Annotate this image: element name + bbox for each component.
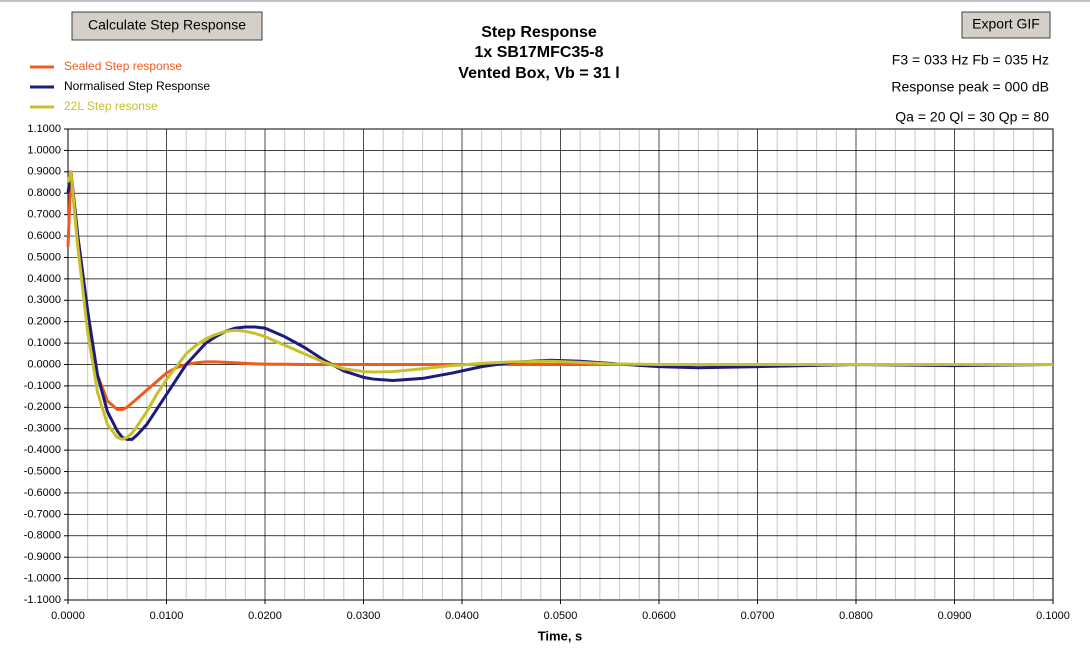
y-tick-label: -1.1000 [24,594,61,606]
x-tick-label: 0.0100 [150,610,184,622]
series-line [66,170,1053,411]
x-tick-label: 0.0200 [248,610,282,622]
y-tick-label: -0.9000 [24,551,61,563]
x-tick-label: 0.0400 [445,610,479,622]
export-button[interactable]: Export GIF [961,11,1051,39]
y-tick-label: -0.5000 [24,465,61,477]
button-face[interactable] [961,11,1051,39]
x-tick-label: 0.0600 [642,610,676,622]
calculate-button[interactable]: Calculate Step Response [71,11,263,41]
y-tick-label: -0.1000 [24,380,61,392]
info-text: Qa = 20 Ql = 30 Qp = 80 [895,109,1049,125]
button-label[interactable]: Calculate Step Response [88,17,246,33]
x-tick-label: 0.0800 [839,610,873,622]
x-tick-label: 0.0000 [51,610,85,622]
y-tick-label: -0.6000 [24,487,61,499]
y-tick-label: -0.8000 [24,530,61,542]
y-tick-label: 0.5000 [27,251,61,263]
y-tick-label: 1.1000 [27,123,61,135]
y-tick-label: -1.0000 [24,572,61,584]
y-tick-label: 0.6000 [27,230,61,242]
chart-subtitle: Vented Box, Vb = 31 l [458,65,619,82]
y-tick-label: -0.2000 [24,401,61,413]
info-text: Response peak = 000 dB [891,79,1049,95]
y-tick-label: 0.2000 [27,316,61,328]
x-tick-label: 0.1000 [1036,610,1070,622]
chart-subtitle: 1x SB17MFC35-8 [475,44,604,61]
y-tick-label: 0.8000 [27,187,61,199]
x-axis-label: Time, s [538,628,583,643]
y-tick-label: 0.7000 [27,209,61,221]
y-tick-label: -0.4000 [24,444,61,456]
legend-label: Sealed Step response [64,59,182,73]
y-tick-label: -0.3000 [24,423,61,435]
info-text: F3 = 033 Hz Fb = 035 Hz [892,52,1049,68]
button-label[interactable]: Export GIF [972,16,1040,32]
y-tick-label: 0.0000 [27,358,61,370]
button-face[interactable] [71,11,263,41]
y-tick-label: 0.1000 [27,337,61,349]
y-tick-label: 0.4000 [27,273,61,285]
legend-label: Normalised Step Response [64,79,210,93]
y-tick-label: 1.0000 [27,144,61,156]
x-tick-label: 0.0300 [347,610,381,622]
chart-title: Step Response [481,24,597,41]
y-tick-label: 0.9000 [27,166,61,178]
x-tick-label: 0.0900 [938,610,972,622]
legend-label: 22L Step resonse [64,99,158,113]
y-tick-label: 0.3000 [27,294,61,306]
x-tick-label: 0.0500 [544,610,578,622]
x-tick-label: 0.0700 [741,610,775,622]
series-line [66,170,1053,441]
y-tick-label: -0.7000 [24,508,61,520]
